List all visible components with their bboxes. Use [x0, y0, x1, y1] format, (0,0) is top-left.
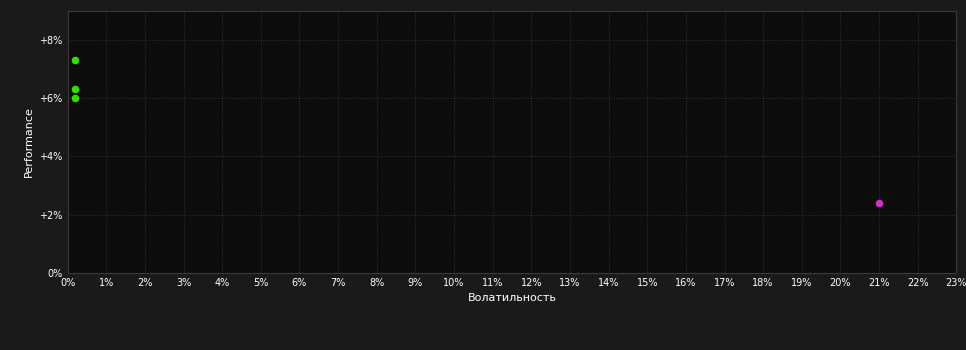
Point: [68, 95, 83, 101]
Point: [871, 200, 887, 206]
Point: [68, 57, 83, 63]
Y-axis label: Performance: Performance: [24, 106, 34, 177]
X-axis label: Волатильность: Волатильность: [468, 293, 556, 303]
Point: [68, 86, 83, 92]
